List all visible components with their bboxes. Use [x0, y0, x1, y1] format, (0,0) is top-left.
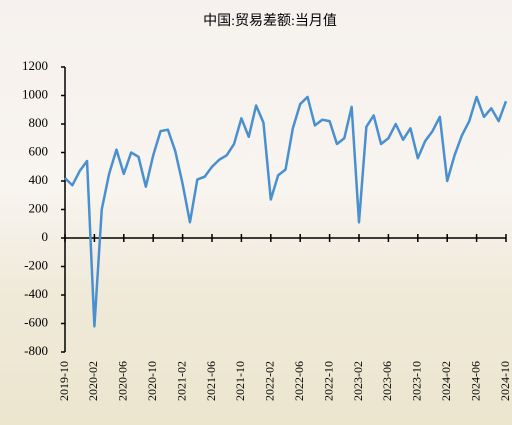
y-tick-label: 800 [29, 115, 49, 130]
x-tick-label: 2020-02 [86, 361, 100, 401]
y-tick-label: 1000 [22, 86, 48, 101]
y-tick-label: 600 [29, 143, 49, 158]
x-tick-label: 2020-10 [145, 361, 159, 401]
x-tick-label: 2021-06 [204, 361, 218, 401]
x-tick-label: 2023-02 [351, 361, 365, 401]
x-tick-label: 2022-10 [321, 361, 335, 401]
x-tick-label: 2024-02 [439, 361, 453, 401]
y-tick-label: 200 [29, 200, 49, 215]
x-tick-label: 2024-06 [468, 361, 482, 401]
y-tick-label: 400 [29, 172, 49, 187]
x-tick-label: 2019-10 [57, 361, 71, 401]
x-tick-label: 2022-06 [292, 361, 306, 401]
x-tick-label: 2022-02 [263, 361, 277, 401]
y-tick-label: -200 [24, 257, 48, 272]
x-tick-label: 2023-10 [410, 361, 424, 401]
line-series [64, 95, 508, 328]
y-tick-label: 0 [42, 229, 49, 244]
y-tick-label: -400 [24, 286, 48, 301]
x-tick-label: 2024-10 [498, 361, 512, 401]
y-tick-label: 1200 [22, 58, 48, 73]
y-tick-label: -800 [24, 343, 48, 358]
x-tick-label: 2021-02 [174, 361, 188, 401]
x-tick-label: 2020-06 [116, 361, 130, 401]
y-tick-label: -600 [24, 314, 48, 329]
chart-title: 中国:贸易差额:当月值 [203, 13, 337, 29]
x-tick-label: 2023-06 [380, 361, 394, 401]
x-tick-label: 2021-10 [233, 361, 247, 401]
